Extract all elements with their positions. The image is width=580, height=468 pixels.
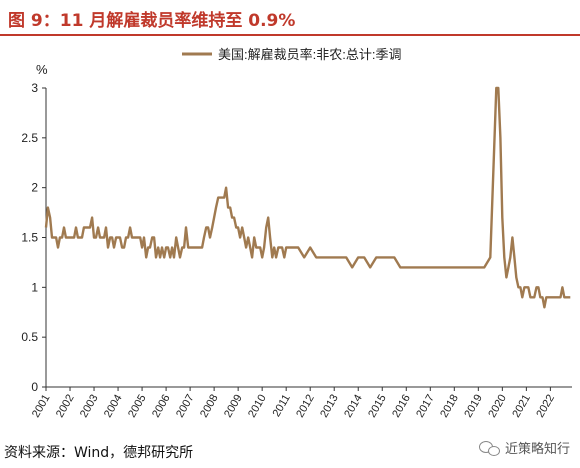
x-tick-label: 2011 [271,393,293,419]
x-tick-label: 2015 [366,393,389,420]
title-divider [0,34,580,36]
y-tick-label: 3 [31,81,38,95]
y-tick-label: 0 [31,380,38,394]
x-tick-label: 2008 [198,393,221,420]
x-tick-label: 2001 [30,393,53,420]
y-tick-label: 0.5 [21,330,38,344]
y-tick-label: 1 [31,280,38,294]
x-tick-label: 2009 [222,393,245,420]
x-tick-label: 2004 [102,393,125,420]
x-tick-label: 2012 [294,393,317,420]
x-tick-label: 2018 [438,393,461,420]
axes [45,88,572,388]
x-tick-label: 2010 [246,393,269,420]
x-tick-label: 2014 [342,393,365,420]
x-tick-label: 2020 [486,393,509,420]
x-tick-label: 2003 [78,393,101,420]
watermark-text: 近策略知行 [504,442,570,457]
x-tick-label: 2021 [510,393,533,420]
x-tick-label: 2013 [318,393,341,420]
watermark: 近策略知行 [478,438,570,457]
x-tick-label: 2006 [150,393,173,420]
source-note: 资料来源：Wind，德邦研究所 [4,445,194,461]
x-tick-label: 2022 [534,393,557,420]
wechat-icon [478,439,501,457]
chart-title: 图 9：11 月解雇裁员率维持至 0.9% [8,11,296,31]
y-tick-label: 2.5 [21,131,38,145]
line-chart: 美国:解雇裁员率:非农:总计:季调 % 00.511.522.53 2001 20… [21,47,572,420]
series-group [44,86,571,309]
x-tick-label: 2017 [414,393,437,420]
x-tick-label: 2019 [462,393,485,420]
series-line [44,86,571,309]
legend-label: 美国:解雇裁员率:非农:总计:季调 [218,47,401,62]
y-tick-label: 1.5 [21,231,38,245]
x-tick-label: 2016 [390,393,413,420]
legend: 美国:解雇裁员率:非农:总计:季调 [182,47,401,62]
x-tick-label: 2005 [126,393,149,420]
y-axis-ticks: 0 0.5 1 1.5 2 2.5 3 [21,81,46,394]
y-tick-label: 2 [31,181,38,195]
y-axis-label: % [36,62,48,77]
x-tick-label: 2007 [174,393,197,420]
x-tick-label: 2002 [54,393,77,420]
x-axis-ticks: 2001 2002 2003 2004 2005 2006 2007 2008 2009 2010… [30,387,557,420]
